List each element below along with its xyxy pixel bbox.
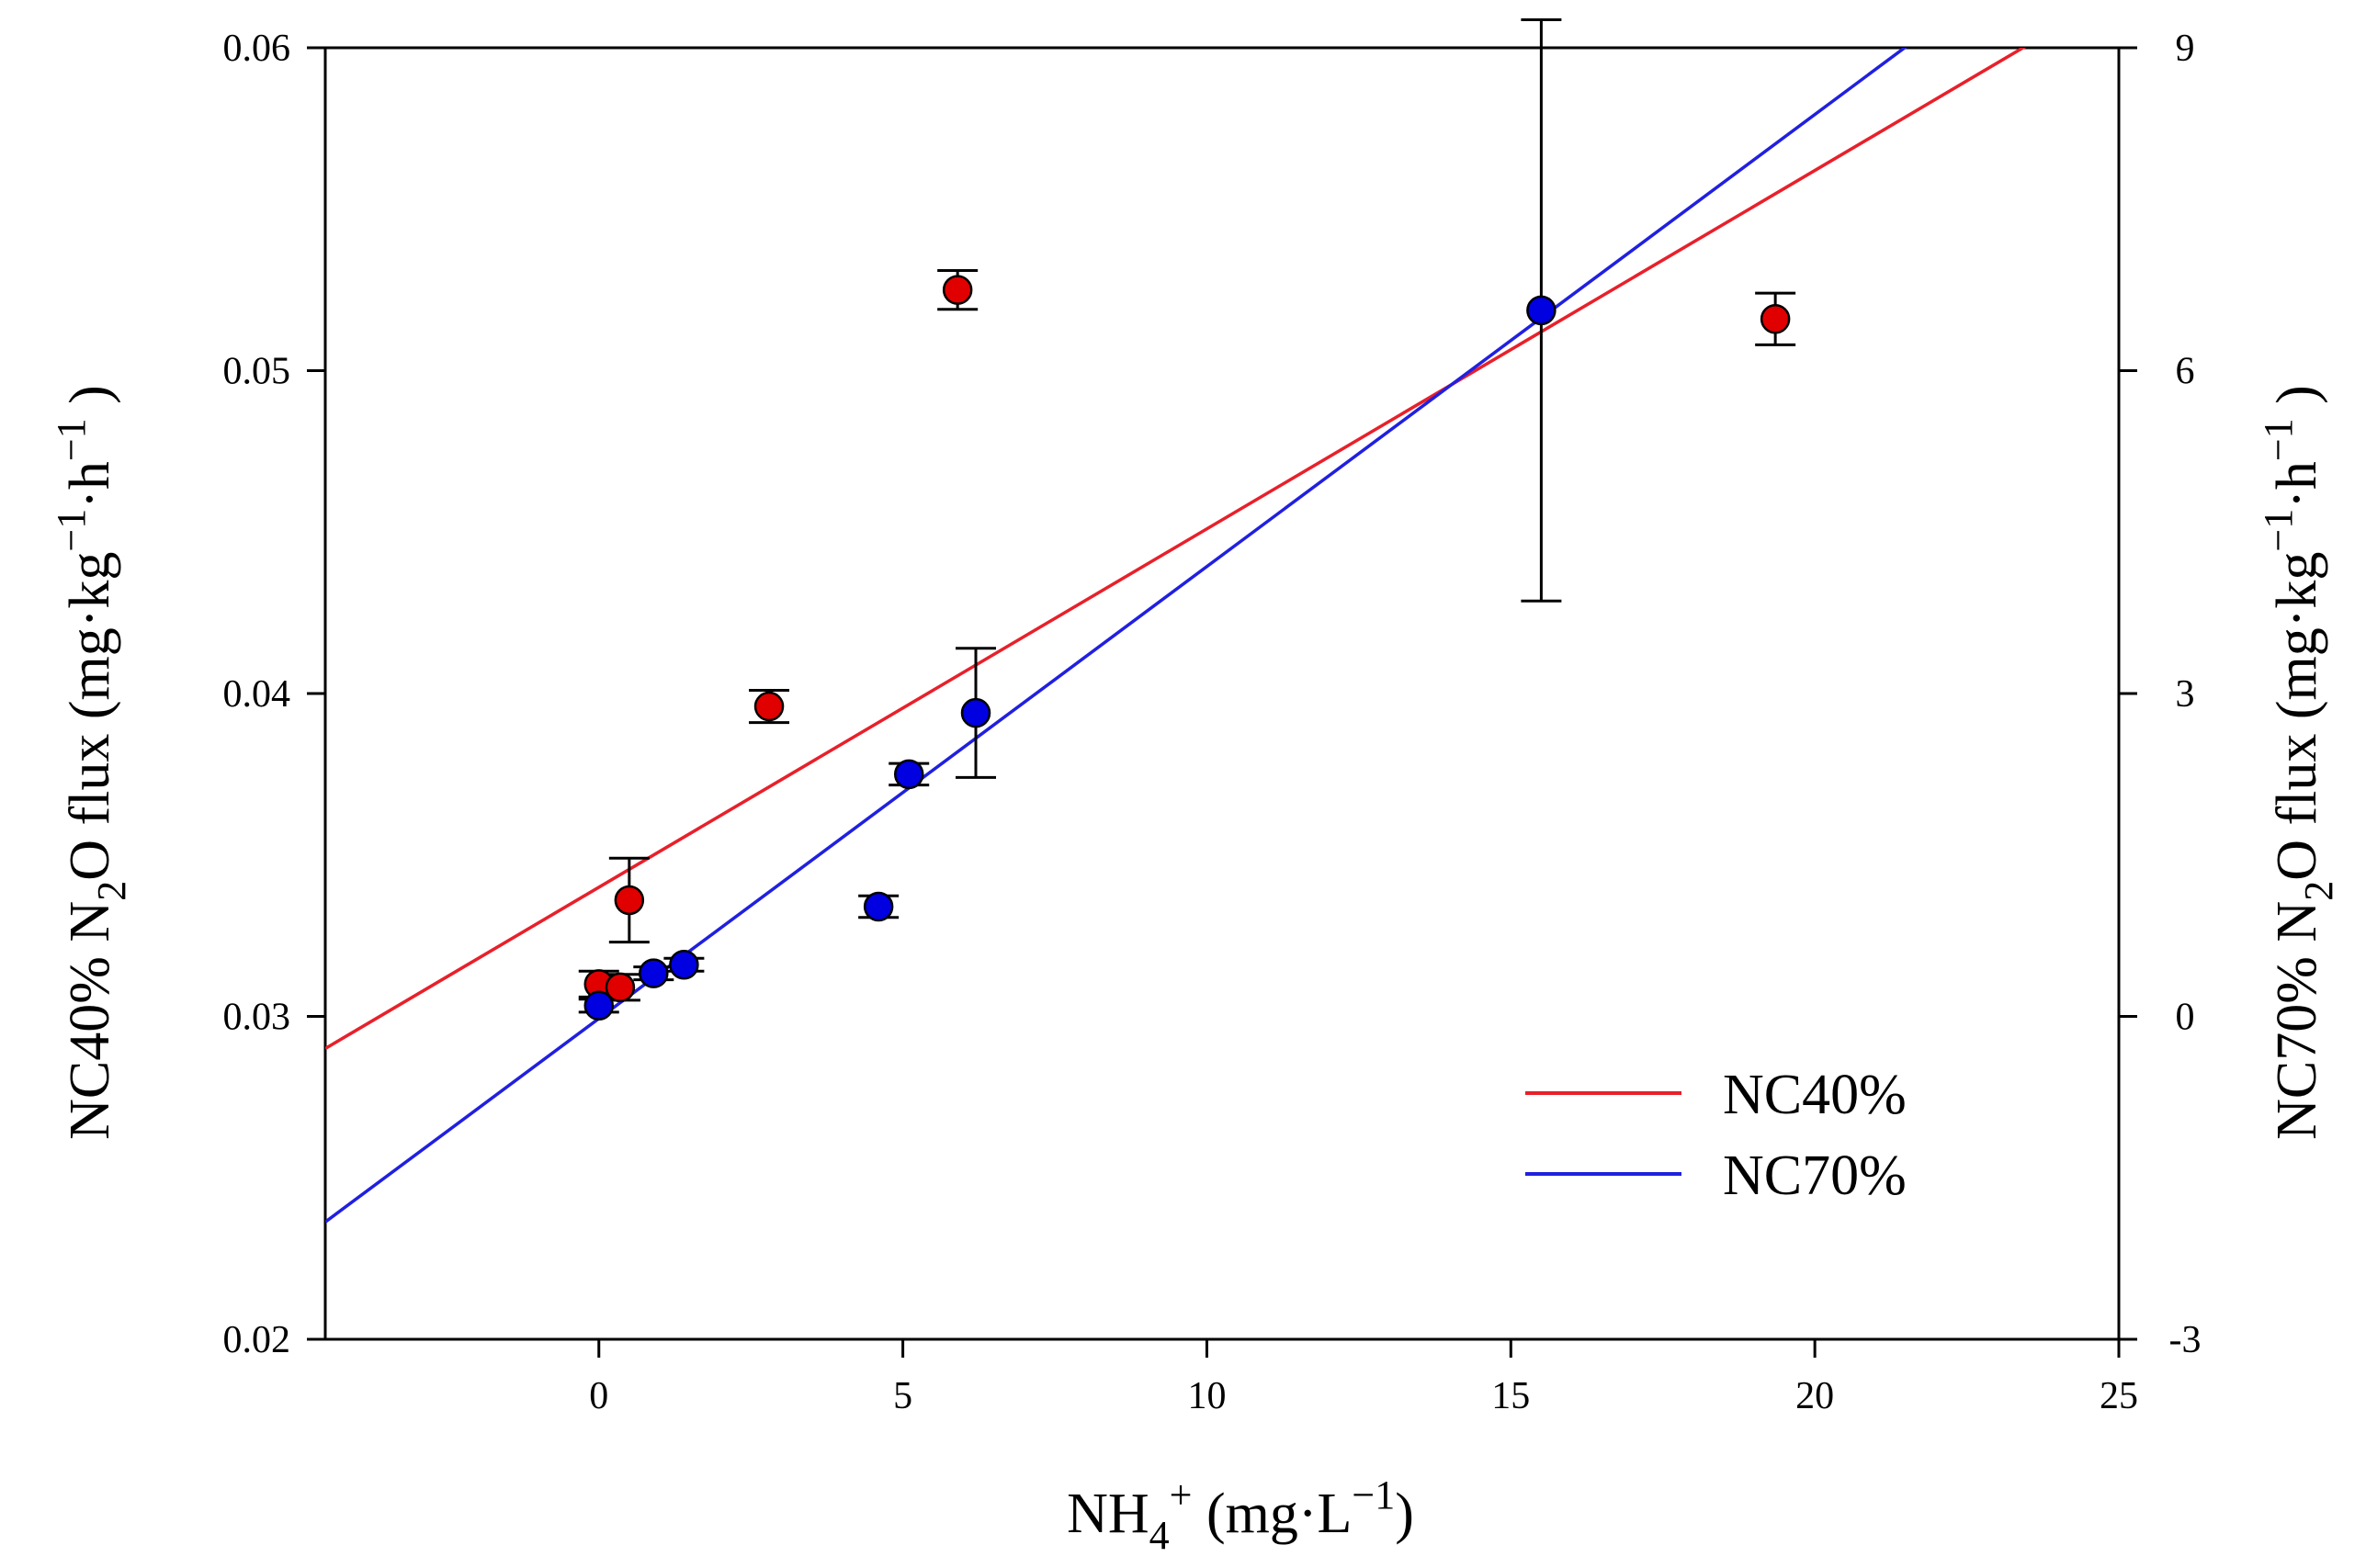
x-tick-label: 0 xyxy=(589,1375,608,1417)
data-point-nc70 xyxy=(583,990,615,1021)
data-point-nc40 xyxy=(1760,304,1791,334)
data-point-nc70 xyxy=(669,950,699,980)
legend-label-nc70: NC70% xyxy=(1723,1145,1907,1207)
y-axis-left-title: NC40% N2O flux (mg·kg−1·h−1 ) xyxy=(49,385,134,1140)
data-point-nc70 xyxy=(960,697,991,728)
y-left-tick-label: 0.02 xyxy=(223,1319,291,1361)
y-left-tick-label: 0.05 xyxy=(223,351,291,393)
legend-label-nc40: NC40% xyxy=(1723,1064,1907,1126)
legend: NC40% NC70% xyxy=(1525,1064,1907,1207)
y-right-tick-label: 6 xyxy=(2176,351,2195,393)
data-point-nc40 xyxy=(614,885,645,916)
y-right-tick-label: -3 xyxy=(2169,1319,2202,1361)
data-point-nc70 xyxy=(863,891,894,922)
x-tick-label: 15 xyxy=(1491,1375,1530,1417)
error-bars xyxy=(578,18,1796,1014)
data-point-nc70 xyxy=(639,958,669,988)
data-point-nc70 xyxy=(1526,295,1557,326)
y-right-tick-label: 9 xyxy=(2176,28,2195,70)
y-left-tick-label: 0.04 xyxy=(223,673,291,716)
x-tick-label: 10 xyxy=(1187,1375,1226,1417)
y-left-tick-label: 0.03 xyxy=(223,997,291,1039)
fit-line-nc40 xyxy=(325,48,2027,1050)
axis-ticks: 0 5 10 15 20 25 0.02 0.03 0.04 0.05 0.06 -3 0 3 6 9 xyxy=(223,28,2202,1417)
fit-line-nc70 xyxy=(325,48,1908,1224)
x-axis-title: NH4+ (mg·L−1) xyxy=(1067,1472,1414,1558)
fit-lines xyxy=(325,48,2027,1224)
y-right-tick-label: 0 xyxy=(2176,997,2195,1039)
data-point-nc70 xyxy=(893,759,924,790)
x-tick-label: 5 xyxy=(893,1375,912,1417)
data-point-nc40 xyxy=(605,972,636,1003)
y-right-tick-label: 3 xyxy=(2176,673,2195,716)
y-axis-right-title: NC70% N2O flux (mg·kg−1·h−1 ) xyxy=(2256,385,2341,1140)
data-point-nc40 xyxy=(942,275,973,305)
y-left-tick-label: 0.06 xyxy=(223,28,291,70)
data-point-nc40 xyxy=(753,691,785,722)
x-tick-label: 20 xyxy=(1795,1375,1834,1417)
data-points xyxy=(583,275,1791,1021)
x-tick-label: 25 xyxy=(2100,1375,2138,1417)
